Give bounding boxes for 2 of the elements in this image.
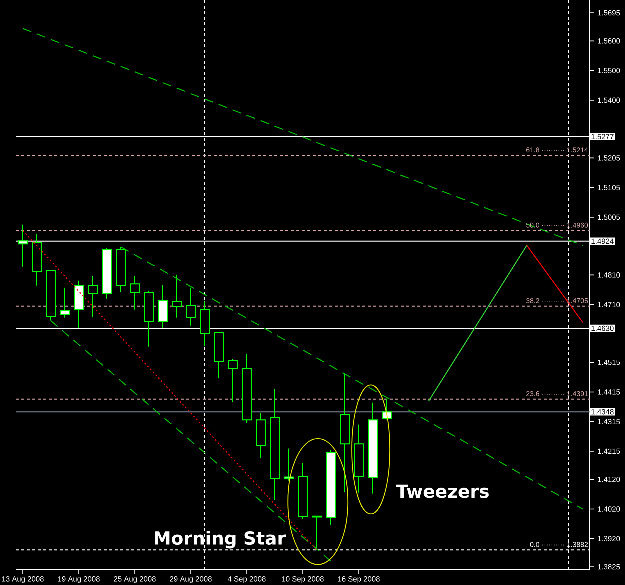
annotation: Tweezers: [396, 484, 489, 498]
annotation: Morning Star: [155, 531, 286, 549]
